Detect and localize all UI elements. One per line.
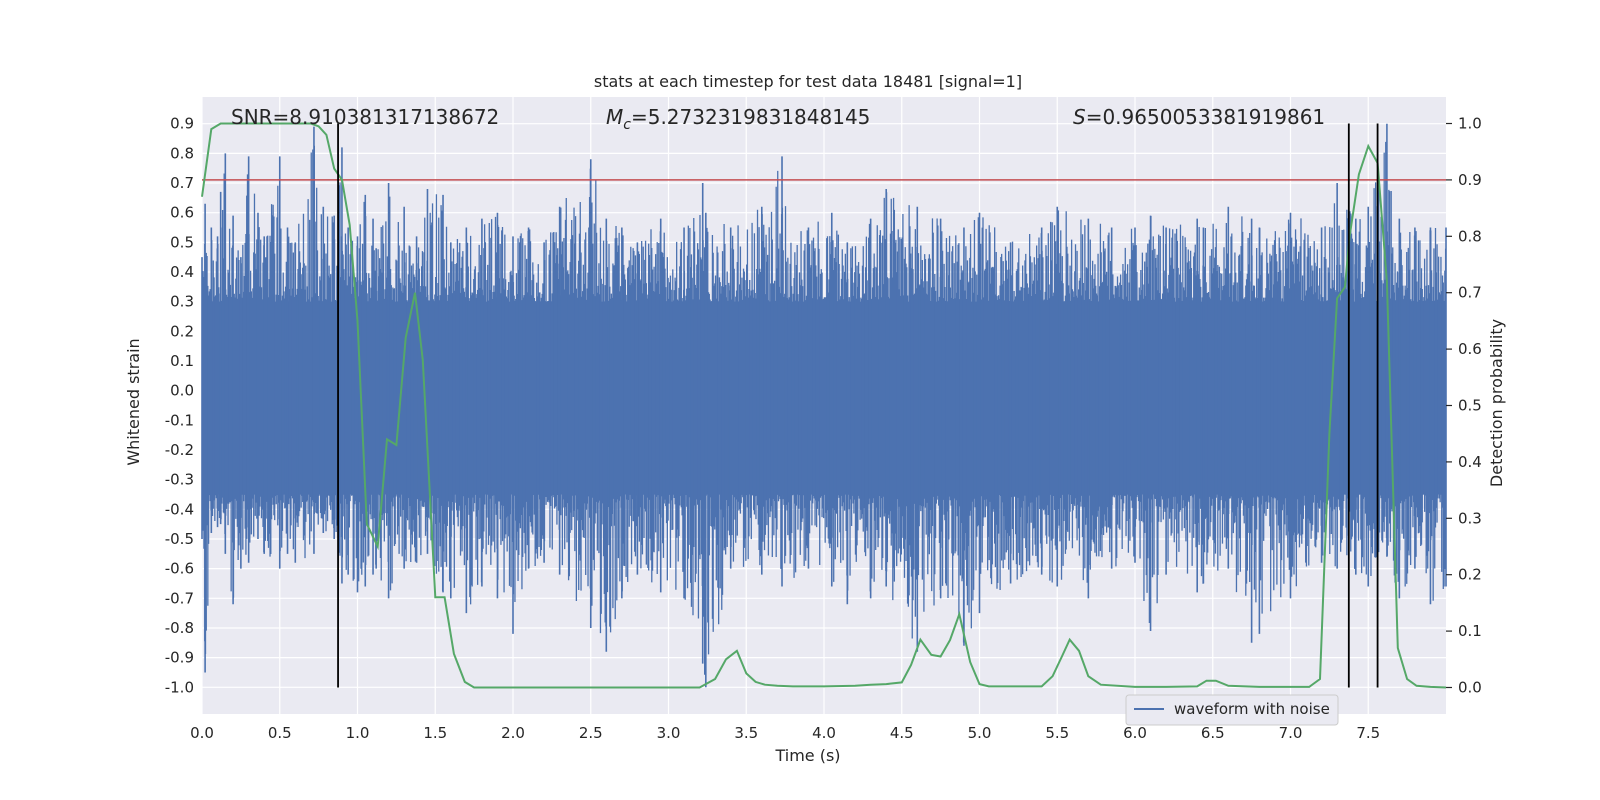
y2-tick-label: 0.3 — [1458, 509, 1482, 527]
chart-title: stats at each timestep for test data 184… — [594, 72, 1022, 91]
y-tick-label: 0.6 — [170, 204, 194, 222]
legend-box — [1125, 694, 1339, 726]
y2-tick-label: 0.8 — [1458, 227, 1482, 245]
x-axis-ticks: 0.0 0.5 1.0 1.5 2.0 2.5 3.0 3.5 4.0 4.5 5.0 5.5 6.0 6… — [190, 724, 1380, 742]
legend: waveform with noise — [1125, 694, 1339, 726]
x-tick-label: 0.0 — [190, 724, 214, 742]
chirp-mass-annotation: Mc=5.2732319831848145 — [606, 105, 870, 133]
y2-tick-label: 0.0 — [1458, 678, 1482, 696]
snr-annotation: SNR=8.910381317138672 — [231, 105, 499, 129]
y-tick-label: 0.9 — [170, 115, 194, 133]
x-axis-label: Time (s) — [774, 746, 840, 765]
y-tick-label: 0.1 — [170, 352, 194, 370]
x-tick-label: 3.0 — [657, 724, 681, 742]
x-tick-label: 5.0 — [968, 724, 992, 742]
y2-tick-label: 1.0 — [1458, 115, 1482, 133]
y-tick-label: -0.1 — [165, 411, 194, 429]
y-axis-label: Whitened strain — [124, 338, 143, 465]
y-tick-label: 0.8 — [170, 144, 194, 162]
y2-tick-label: 0.7 — [1458, 284, 1482, 302]
x-tick-label: 4.5 — [890, 724, 914, 742]
legend-waveform-label: waveform with noise — [1174, 700, 1330, 718]
chirp-mass-subscript: c — [623, 117, 631, 133]
y-tick-label: -0.9 — [165, 649, 194, 667]
x-tick-label: 6.0 — [1123, 724, 1147, 742]
y-axis-ticks: 0.9 0.8 0.7 0.6 0.5 0.4 0.3 0.2 0.1 0.0 -0.1 -0.2 -0… — [165, 115, 194, 697]
y2-tick-label: 0.5 — [1458, 397, 1482, 415]
x-tick-label: 3.5 — [734, 724, 758, 742]
y-tick-label: 0.5 — [170, 233, 194, 251]
y-tick-label: -0.6 — [165, 560, 194, 578]
x-tick-label: 6.5 — [1201, 724, 1225, 742]
significance-value: =0.9650053381919861 — [1086, 105, 1325, 129]
chirp-mass-value: =5.2732319831848145 — [631, 105, 870, 129]
probability-line — [201, 122, 1447, 689]
x-tick-label: 2.5 — [579, 724, 603, 742]
y-tick-label: 0.3 — [170, 293, 194, 311]
significance-symbol: S — [1073, 105, 1086, 129]
y-tick-label: 0.0 — [170, 382, 194, 400]
waveform-series — [201, 123, 1447, 688]
y2-tick-label: 0.4 — [1458, 453, 1482, 471]
chirp-mass-symbol: M — [606, 105, 623, 129]
y2-tick-label: 0.6 — [1458, 340, 1482, 358]
vertical-markers — [337, 123, 1379, 688]
y2-axis-label: Detection probability — [1487, 319, 1506, 487]
y-tick-label: -1.0 — [165, 678, 194, 696]
y-tick-label: 0.4 — [170, 263, 194, 281]
x-tick-label: 2.0 — [501, 724, 525, 742]
x-tick-label: 5.5 — [1045, 724, 1069, 742]
y-tick-label: -0.2 — [165, 441, 194, 459]
y2-tick-label: 0.2 — [1458, 566, 1482, 584]
significance-annotation: S=0.9650053381919861 — [1073, 105, 1325, 129]
y-tick-label: 0.2 — [170, 322, 194, 340]
y-tick-label: -0.7 — [165, 589, 194, 607]
y2-tick-label: 0.9 — [1458, 171, 1482, 189]
y-tick-label: -0.4 — [165, 500, 194, 518]
x-tick-label: 4.0 — [812, 724, 836, 742]
y-tick-label: -0.8 — [165, 619, 194, 637]
x-tick-label: 1.5 — [423, 724, 447, 742]
y-tick-label: 0.7 — [170, 174, 194, 192]
y-tick-label: -0.3 — [165, 471, 194, 489]
y-tick-label: -0.5 — [165, 530, 194, 548]
y2-axis-ticks: 1.0 0.9 0.8 0.7 0.6 0.5 0.4 0.3 0.2 0.1 0.0 — [1446, 115, 1482, 696]
probability-series-group — [201, 122, 1447, 689]
x-tick-label: 0.5 — [268, 724, 292, 742]
x-tick-label: 7.5 — [1356, 724, 1380, 742]
x-tick-label: 7.0 — [1279, 724, 1303, 742]
x-tick-label: 1.0 — [346, 724, 370, 742]
y2-tick-label: 0.1 — [1458, 622, 1482, 640]
